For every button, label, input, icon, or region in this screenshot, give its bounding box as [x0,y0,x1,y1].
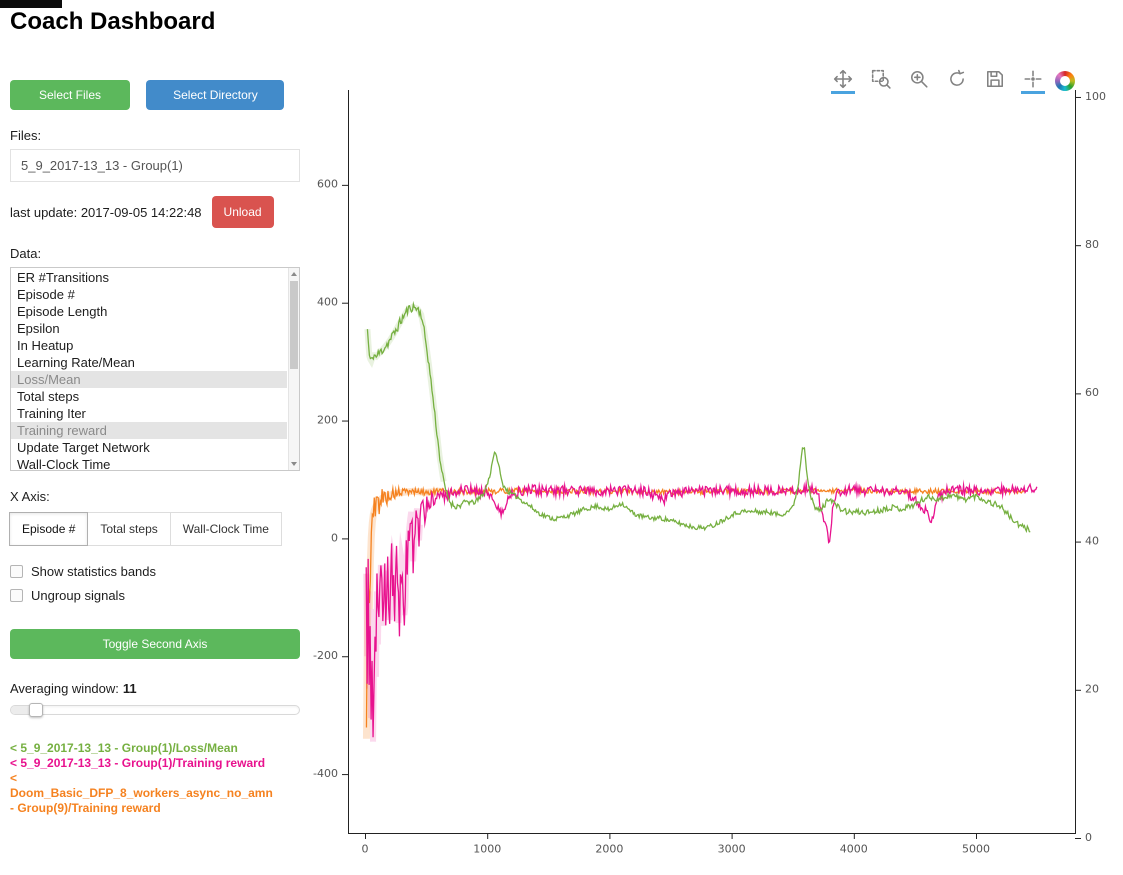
data-list-item[interactable]: ER #Transitions [17,270,109,285]
bokeh-logo-center [1060,76,1070,86]
checkbox-group: Show statistics bands Ungroup signals [10,564,300,603]
save-icon[interactable] [983,68,1007,94]
window-artifact [0,0,62,8]
checkbox-icon[interactable] [10,589,23,602]
x-axis-group: Episode # Total steps Wall-Clock Time [9,512,282,546]
data-list-items: ER #Transitions Episode # Episode Length Ep… [11,269,287,471]
last-update-text: last update: 2017-09-05 14:22:48 [10,204,202,220]
data-list-item[interactable]: Training Iter [17,406,86,421]
legend: < 5_9_2017-13_13 - Group(1)/Loss/Mean < 5… [10,741,274,816]
file-buttons-row: Select Files Select Directory [10,80,300,110]
pan-icon[interactable] [831,68,855,94]
update-row: last update: 2017-09-05 14:22:48 Unload [10,196,300,228]
slider-handle[interactable] [29,703,43,717]
data-list-item[interactable]: Total steps [17,389,80,404]
x-axis-option[interactable]: Total steps [87,512,171,546]
wheel-zoom-icon[interactable] [907,68,931,94]
checkbox-row: Ungroup signals [10,588,300,603]
data-list-item[interactable]: Loss/Mean [11,371,287,388]
x-axis-option[interactable]: Episode # [9,512,89,546]
checkbox-label: Ungroup signals [31,588,125,603]
toolbar-icons [831,68,1045,94]
checkbox-row: Show statistics bands [10,564,300,579]
data-list-item[interactable]: Episode Length [17,304,108,319]
scroll-up-icon[interactable] [291,272,297,276]
files-list: 5_9_2017-13_13 - Group(1) [10,149,300,182]
bokeh-logo-icon[interactable] [1055,71,1075,91]
plot-canvas[interactable] [300,60,1123,875]
legend-entry: < 5_9_2017-13_13 - Group(1)/Training rew… [10,756,266,770]
averaging-window-row: Averaging window: 11 [10,681,300,696]
file-item[interactable]: 5_9_2017-13_13 - Group(1) [21,158,183,173]
page-title: Coach Dashboard [10,8,216,35]
legend-entry: < 5_9_2017-13_13 - Group(1)/Loss/Mean [10,741,238,755]
scroll-down-icon[interactable] [291,462,297,466]
box-zoom-icon[interactable] [869,68,893,94]
checkbox-icon[interactable] [10,565,23,578]
data-list: ER #Transitions Episode # Episode Length Ep… [10,267,300,471]
scrollbar[interactable] [288,268,299,470]
scroll-thumb[interactable] [290,281,298,369]
data-list-item[interactable]: In Heatup [17,338,74,353]
files-label: Files: [10,128,42,143]
select-files-button[interactable]: Select Files [10,80,130,110]
x-axis-option[interactable]: Wall-Clock Time [169,512,282,546]
data-label: Data: [10,246,42,261]
toggle-second-axis-button[interactable]: Toggle Second Axis [10,629,300,659]
reset-icon[interactable] [945,68,969,94]
averaging-window-value: 11 [122,681,137,696]
sidebar: Select Files Select Directory Files: 5_9… [9,80,300,816]
slider-fill [11,706,35,714]
averaging-window-label: Averaging window: [10,681,119,696]
legend-entry: < Doom_Basic_DFP_8_workers_async_no_amn … [10,771,273,815]
unload-button[interactable]: Unload [211,196,274,228]
data-list-item[interactable]: Epsilon [17,321,60,336]
data-list-item[interactable]: Wall-Clock Time [17,457,111,471]
checkbox-label: Show statistics bands [31,564,157,579]
hover-icon[interactable] [1021,68,1045,94]
data-list-item[interactable]: Update Target Network [17,440,150,455]
data-list-item[interactable]: Learning Rate/Mean [17,355,135,370]
chart-panel [300,60,1123,875]
data-list-item[interactable]: Training reward [11,422,287,439]
data-list-item[interactable]: Episode # [17,287,75,302]
plot-toolbar [831,68,1075,94]
x-axis-label: X Axis: [10,489,50,504]
averaging-window-slider[interactable] [10,703,300,717]
select-directory-button[interactable]: Select Directory [146,80,285,110]
